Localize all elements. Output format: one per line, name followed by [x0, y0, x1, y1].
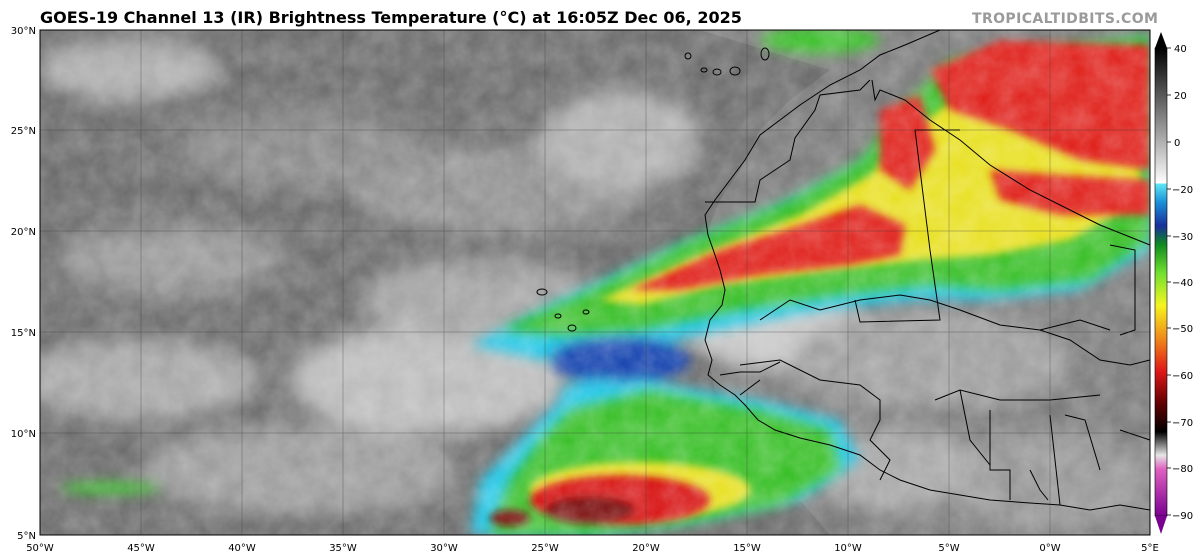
colorbar-scale — [1154, 47, 1168, 517]
lon-tick-label: 5°E — [1141, 543, 1159, 554]
page-title: GOES-19 Channel 13 (IR) Brightness Tempe… — [40, 8, 742, 27]
lon-tick-label: 5°W — [938, 543, 959, 554]
lon-tick-label: 25°W — [531, 543, 559, 554]
lon-tick-label: 15°W — [733, 543, 761, 554]
lat-tick-label: 10°N — [11, 429, 36, 440]
colorbar-label: −70 — [1172, 418, 1193, 429]
islands — [536, 47, 770, 332]
colorbar: 40 20 0 −20 −30 −40 −50 −60 −70 −80 −90 — [1154, 32, 1193, 534]
colorbar-label: −60 — [1172, 371, 1193, 382]
colorbar-bottom-arrow — [1155, 516, 1167, 534]
lat-axis: 30°N 25°N 20°N 15°N 10°N 5°N — [11, 26, 36, 542]
colorbar-label: −20 — [1172, 185, 1193, 196]
lon-axis: 50°W 45°W 40°W 35°W 30°W 25°W 20°W 15°W … — [26, 543, 1159, 554]
lat-tick-label: 30°N — [11, 26, 36, 37]
lat-tick-label: 5°N — [17, 531, 36, 542]
map-frame — [39, 29, 1151, 536]
lon-tick-label: 0°W — [1039, 543, 1060, 554]
graticule — [40, 30, 1150, 535]
colorbar-label: 40 — [1174, 44, 1187, 55]
lon-tick-label: 20°W — [632, 543, 660, 554]
lon-tick-label: 40°W — [228, 543, 256, 554]
colorbar-label: 20 — [1174, 91, 1187, 102]
coastline-borders — [704, 30, 1150, 511]
colorbar-label: −30 — [1172, 232, 1193, 243]
lat-tick-label: 25°N — [11, 126, 36, 137]
colorbar-label: −80 — [1172, 464, 1193, 475]
lon-tick-label: 35°W — [329, 543, 357, 554]
lon-tick-label: 45°W — [127, 543, 155, 554]
lon-tick-label: 50°W — [26, 543, 54, 554]
lon-tick-label: 30°W — [430, 543, 458, 554]
colorbar-label: −40 — [1172, 278, 1193, 289]
site-credit: TROPICALTIDBITS.COM — [972, 11, 1159, 27]
colorbar-label: −90 — [1172, 511, 1193, 522]
lat-tick-label: 20°N — [11, 227, 36, 238]
colorbar-top-arrow — [1155, 32, 1167, 48]
lat-tick-label: 15°N — [11, 328, 36, 339]
lon-tick-label: 10°W — [834, 543, 862, 554]
colorbar-label: −50 — [1172, 324, 1193, 335]
colorbar-label: 0 — [1174, 138, 1180, 149]
ir-imagery — [40, 30, 1150, 535]
